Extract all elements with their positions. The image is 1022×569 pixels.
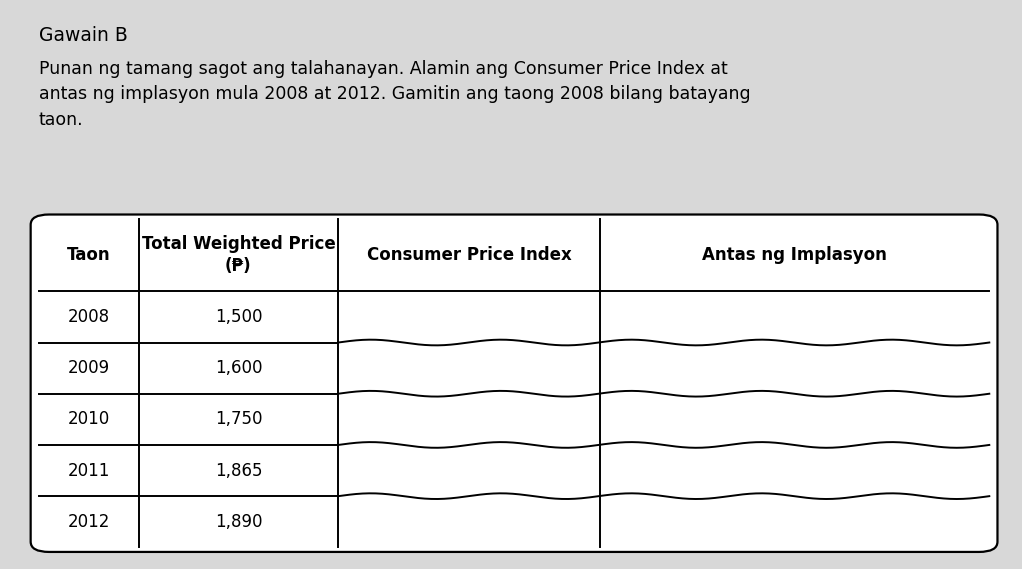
FancyBboxPatch shape <box>31 215 997 552</box>
Text: 1,600: 1,600 <box>215 359 263 377</box>
Text: Total Weighted Price
(₱): Total Weighted Price (₱) <box>142 235 335 275</box>
Text: 2011: 2011 <box>67 461 110 480</box>
Text: 1,890: 1,890 <box>215 513 263 531</box>
Text: Antas ng Implasyon: Antas ng Implasyon <box>702 246 887 264</box>
Text: 1,865: 1,865 <box>215 461 263 480</box>
Text: 2012: 2012 <box>67 513 110 531</box>
Text: 1,750: 1,750 <box>215 410 263 428</box>
Text: Consumer Price Index: Consumer Price Index <box>367 246 571 264</box>
Text: 2009: 2009 <box>67 359 109 377</box>
Text: Gawain B: Gawain B <box>39 26 128 44</box>
Text: 2010: 2010 <box>67 410 109 428</box>
Text: Punan ng tamang sagot ang talahanayan. Alamin ang Consumer Price Index at
antas : Punan ng tamang sagot ang talahanayan. A… <box>39 60 750 129</box>
Text: 2008: 2008 <box>67 308 109 326</box>
Text: 1,500: 1,500 <box>215 308 263 326</box>
Text: Taon: Taon <box>66 246 110 264</box>
